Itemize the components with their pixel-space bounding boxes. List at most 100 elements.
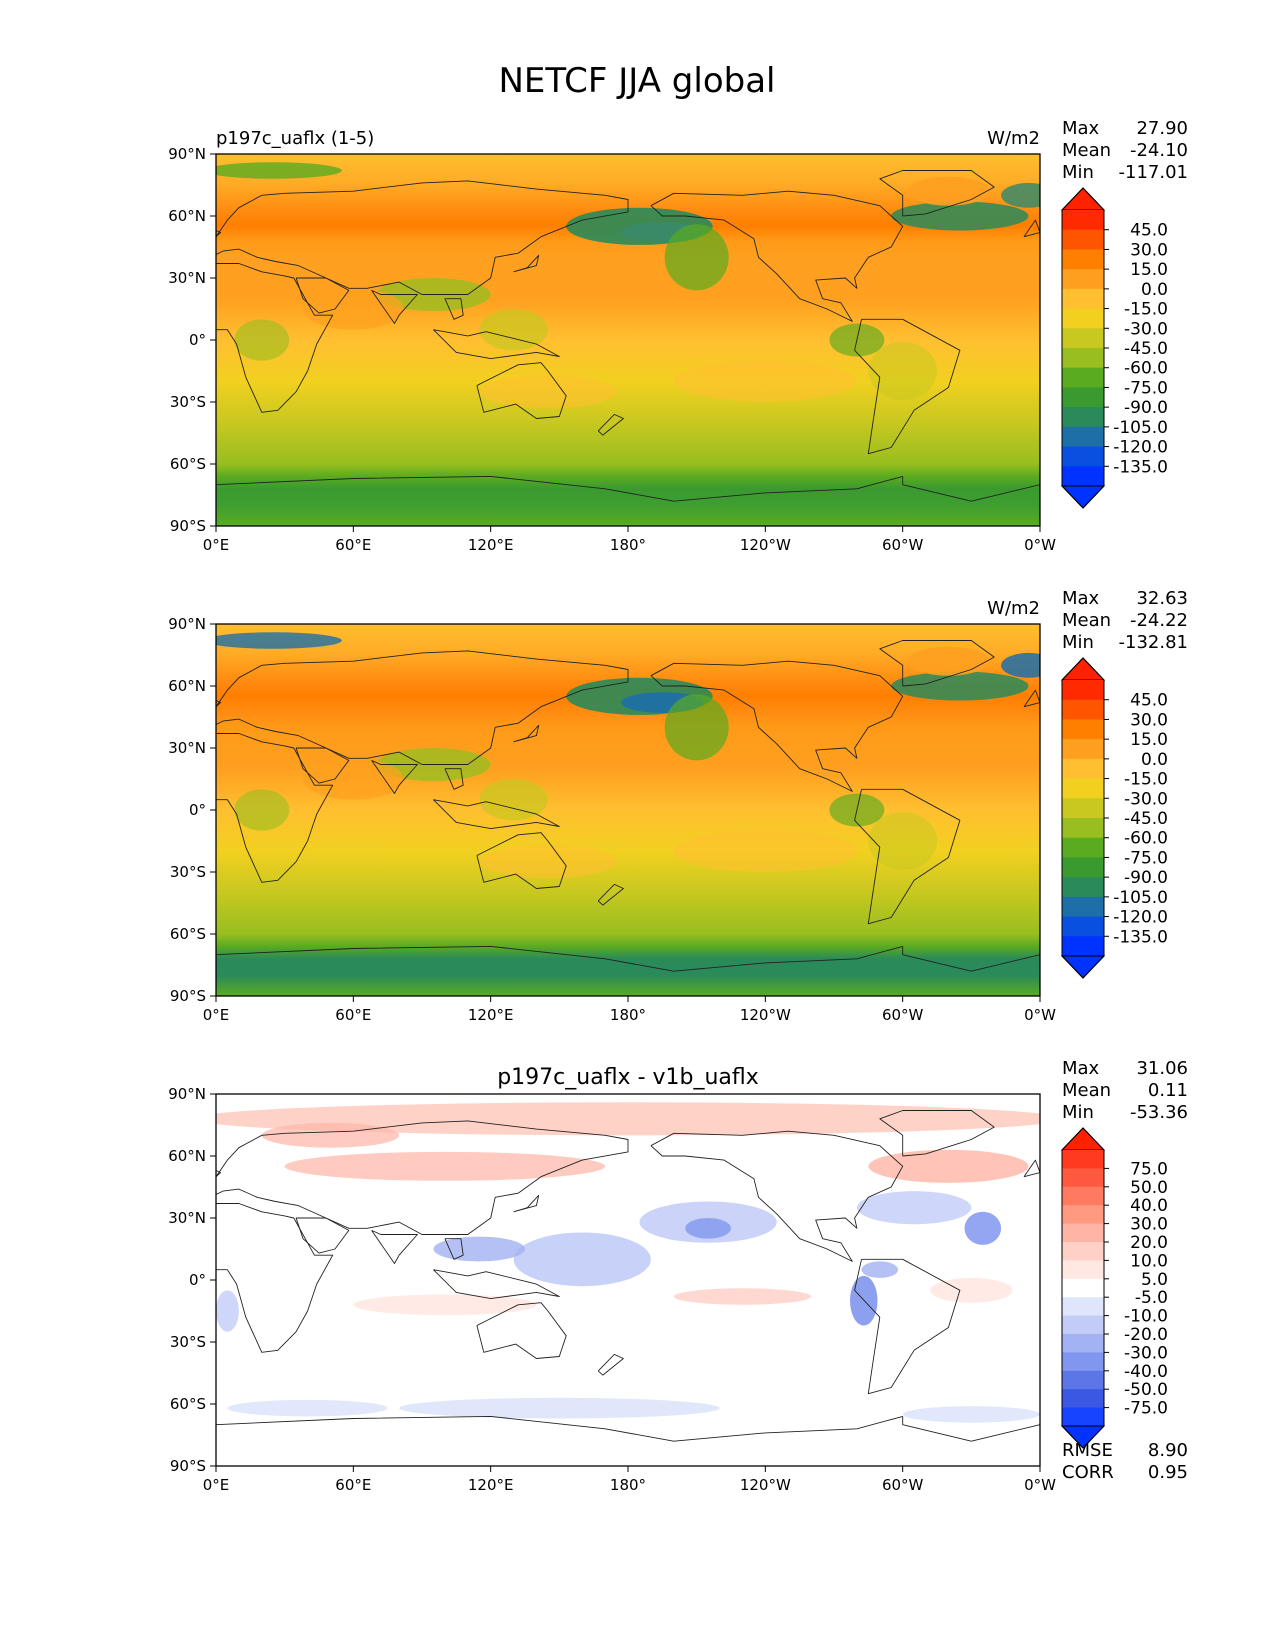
x-tick-label: 180° <box>610 1006 646 1024</box>
colorbar-label: -30.0 <box>1124 1343 1168 1363</box>
coastline <box>216 180 629 295</box>
field-blob <box>353 1294 537 1316</box>
y-tick-label: 30°N <box>168 739 206 757</box>
stat-value: 32.63 <box>1136 588 1188 609</box>
colorbar-label: -40.0 <box>1124 1362 1168 1382</box>
map-field <box>216 624 1040 996</box>
coastline <box>444 768 464 790</box>
y-tick-label: 90°S <box>170 517 206 535</box>
colorbar-label: 30.0 <box>1130 710 1168 730</box>
x-tick-label: 0°W <box>1024 1476 1056 1494</box>
y-tick-label: 60°N <box>168 1147 206 1165</box>
x-tick-label: 60°W <box>882 536 924 554</box>
colorbar-extend-top <box>1060 657 1106 681</box>
panel-title: p197c_uaflx (1-5) <box>216 128 374 149</box>
colorbar-swatch <box>1062 229 1104 250</box>
colorbar-label: 10.0 <box>1130 1251 1168 1271</box>
coastline <box>854 788 961 925</box>
colorbar-label: -105.0 <box>1113 888 1168 908</box>
coastline <box>650 1130 904 1262</box>
colorbar-label: -75.0 <box>1124 848 1168 868</box>
stat-value: -53.36 <box>1130 1102 1188 1123</box>
coastline <box>879 170 995 217</box>
field-blob <box>868 1149 1029 1183</box>
colorbar-outline <box>1061 1127 1105 1449</box>
y-tick-label: 30°S <box>170 1333 206 1351</box>
coastline <box>476 832 567 889</box>
colorbar-swatch <box>1062 877 1104 898</box>
colorbar-label: -105.0 <box>1113 418 1168 438</box>
colorbar-label: 0.0 <box>1141 280 1168 300</box>
coastline <box>433 799 560 830</box>
colorbar-swatch <box>1062 407 1104 428</box>
stat-label: Max <box>1062 118 1100 139</box>
coastline <box>216 700 222 708</box>
colorbar-swatch <box>1062 916 1104 937</box>
colorbar-swatch <box>1062 837 1104 858</box>
colorbar-swatch <box>1062 426 1104 448</box>
coastline <box>879 640 995 687</box>
stat-label: Min <box>1062 632 1094 653</box>
field-blob <box>234 789 290 831</box>
colorbar-label: -60.0 <box>1124 829 1168 849</box>
coastline <box>433 1269 560 1300</box>
coastline <box>216 1415 1040 1466</box>
x-tick-label: 120°W <box>740 1006 791 1024</box>
colorbar: 75.050.040.030.020.010.05.0-5.0-10.0-20.… <box>1060 1127 1168 1449</box>
coastline <box>216 945 1040 996</box>
colorbar-label: -60.0 <box>1124 359 1168 379</box>
y-tick-label: 90°S <box>170 987 206 1005</box>
coastline <box>597 883 624 906</box>
field-blob <box>930 1277 1013 1303</box>
x-tick-label: 120°E <box>468 1006 514 1024</box>
stat-label: Max <box>1062 588 1100 609</box>
field-blob <box>1001 182 1040 208</box>
colorbar-swatch <box>1062 1297 1104 1317</box>
coastline <box>444 1238 464 1260</box>
colorbar-swatch <box>1062 1260 1104 1280</box>
field-blob <box>479 779 548 821</box>
stat-label: Min <box>1062 1102 1094 1123</box>
map-field <box>216 1094 1040 1466</box>
colorbar-label: 40.0 <box>1130 1196 1168 1216</box>
colorbar: 45.030.015.00.0-15.0-30.0-45.0-60.0-75.0… <box>1060 657 1168 979</box>
field-blob <box>216 632 342 649</box>
coastline <box>216 1120 629 1235</box>
stat-label: Mean <box>1062 140 1111 161</box>
coastline <box>513 724 540 743</box>
field-blob <box>302 758 404 800</box>
field-blob <box>868 812 938 870</box>
field-blob <box>664 694 729 761</box>
x-tick-label: 60°E <box>335 536 371 554</box>
colorbar-extend-bottom <box>1060 955 1106 979</box>
coastline <box>879 1110 995 1157</box>
coastline <box>854 1258 961 1395</box>
colorbar-label: 0.0 <box>1141 750 1168 770</box>
colorbar-swatch <box>1062 896 1104 918</box>
colorbar-label: -120.0 <box>1113 438 1168 458</box>
stat-value: 27.90 <box>1136 118 1188 139</box>
colorbar-label: 30.0 <box>1130 240 1168 260</box>
y-tick-label: 90°N <box>168 1085 206 1103</box>
field-blob <box>479 309 548 351</box>
corr-value: 0.95 <box>1148 1462 1188 1483</box>
colorbar-label: -5.0 <box>1135 1288 1168 1308</box>
coastline <box>433 329 560 360</box>
x-tick-label: 180° <box>610 536 646 554</box>
field-blob <box>433 1236 525 1262</box>
stat-value: 31.06 <box>1136 1058 1188 1079</box>
stat-label: Min <box>1062 162 1094 183</box>
coastline <box>216 650 629 765</box>
colorbar-swatch <box>1062 348 1104 369</box>
colorbar-outline <box>1061 657 1105 979</box>
y-tick-label: 60°N <box>168 207 206 225</box>
field-blob <box>673 1288 812 1305</box>
colorbar-label: -120.0 <box>1113 908 1168 928</box>
field-blob <box>664 224 729 291</box>
coastline <box>854 318 961 455</box>
colorbar-label: -10.0 <box>1124 1307 1168 1327</box>
colorbar-swatch <box>1062 210 1104 231</box>
field-blob <box>513 1232 651 1287</box>
colorbar-swatch <box>1062 466 1104 487</box>
coastline <box>650 190 904 322</box>
